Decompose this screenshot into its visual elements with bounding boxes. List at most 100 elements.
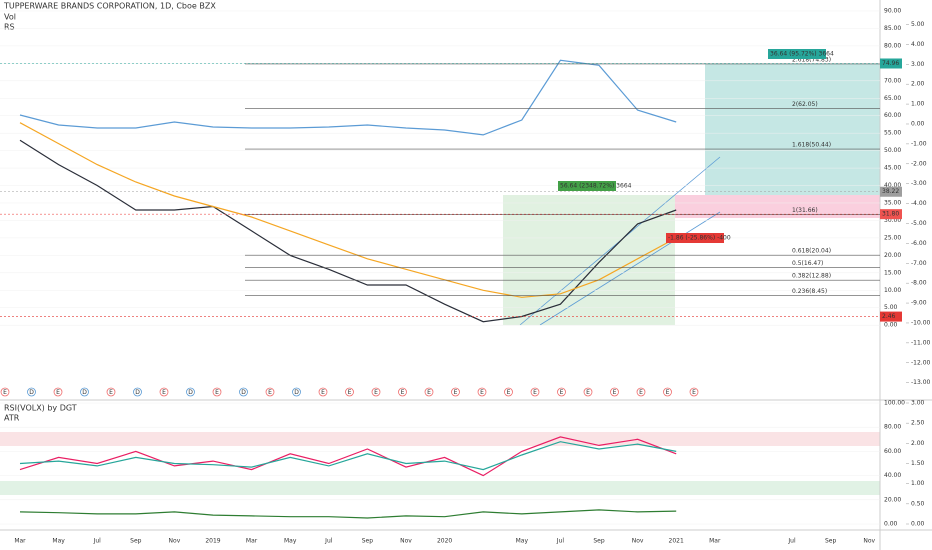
series-line bbox=[19, 441, 677, 471]
event-icon bbox=[557, 387, 566, 397]
fib-label: 0.382(12.88) bbox=[792, 273, 831, 280]
price-tag bbox=[880, 186, 902, 197]
price-tag-label: 2.46 bbox=[882, 313, 896, 320]
y2-tick-label: -11.00 bbox=[911, 339, 931, 346]
y-tick-label: 30.00 bbox=[884, 217, 901, 224]
target-box bbox=[705, 64, 880, 195]
event-icon bbox=[106, 387, 116, 397]
rsi-band bbox=[0, 481, 880, 495]
event-icon bbox=[345, 387, 354, 397]
y-tick-label: 65.00 bbox=[884, 95, 901, 102]
x-tick-label: Nov bbox=[169, 538, 181, 545]
x-tick-label: Sep bbox=[825, 538, 837, 545]
y2-tick-label: -8.00 bbox=[911, 280, 927, 287]
y2-tick-label: -5.00 bbox=[911, 220, 927, 227]
y-tick-label: 20.00 bbox=[884, 252, 901, 259]
event-label: E bbox=[666, 389, 670, 396]
indicator-label: RS bbox=[4, 23, 15, 32]
y-tick-label: 80.00 bbox=[884, 424, 901, 431]
y-tick-label: 55.00 bbox=[884, 130, 901, 137]
event-label: E bbox=[427, 389, 431, 396]
y-tick-label: 100.00 bbox=[884, 400, 905, 407]
y-tick-label: 40.00 bbox=[884, 472, 901, 479]
event-icon bbox=[186, 387, 195, 397]
x-tick-label: May bbox=[516, 538, 529, 545]
event-icon bbox=[530, 387, 540, 397]
x-tick-label: Sep bbox=[362, 538, 374, 545]
y-tick-label: 50.00 bbox=[884, 147, 901, 154]
fib-label: 1.618(50.44) bbox=[792, 142, 831, 149]
event-icon bbox=[583, 387, 593, 397]
y-tick-label: 0.00 bbox=[884, 322, 898, 329]
event-label: D bbox=[188, 389, 193, 396]
y2-tick-label: 1.50 bbox=[911, 460, 925, 467]
y-tick-label: 70.00 bbox=[884, 77, 901, 84]
y2-tick-label: -12.00 bbox=[911, 359, 931, 366]
y-tick-label: 0.00 bbox=[884, 521, 898, 528]
measure-tag bbox=[768, 49, 826, 59]
event-icon bbox=[133, 387, 142, 397]
event-label: E bbox=[3, 389, 7, 396]
series-line bbox=[19, 122, 677, 298]
event-icon bbox=[371, 387, 381, 397]
event-label: D bbox=[135, 389, 140, 396]
measure-box bbox=[503, 195, 675, 325]
event-icon bbox=[636, 387, 646, 397]
event-icon bbox=[212, 387, 222, 397]
x-tick-label: 2019 bbox=[205, 538, 220, 545]
fib-label: 0.236(8.45) bbox=[792, 288, 827, 295]
price-tag-label: 74.96 bbox=[882, 60, 899, 67]
fib-label: 1(31.66) bbox=[792, 207, 818, 214]
event-icon bbox=[663, 387, 672, 397]
y2-tick-label: 2.00 bbox=[911, 81, 925, 88]
y-tick-label: 5.00 bbox=[884, 304, 898, 311]
y-tick-label: 15.00 bbox=[884, 269, 901, 276]
event-label: E bbox=[401, 389, 405, 396]
y2-tick-label: -2.00 bbox=[911, 160, 927, 167]
measure-tag bbox=[666, 233, 724, 243]
y-tick-label: 45.00 bbox=[884, 165, 901, 172]
event-label: E bbox=[533, 389, 537, 396]
event-icon bbox=[239, 387, 248, 397]
fib-label: 2(62.05) bbox=[792, 101, 818, 108]
y2-tick-label: -7.00 bbox=[911, 260, 927, 267]
measure-label: -1.86 (-25.86%) -400 bbox=[668, 235, 731, 242]
y2-tick-label: 1.00 bbox=[911, 101, 925, 108]
channel-line bbox=[539, 211, 721, 326]
event-icon bbox=[689, 387, 699, 397]
y2-tick-label: 0.00 bbox=[911, 521, 925, 528]
y2-tick-label: 1.00 bbox=[911, 480, 925, 487]
chart-title: TUPPERWARE BRANDS CORPORATION, 1D, Cboe … bbox=[3, 2, 216, 11]
x-tick-label: Jul bbox=[787, 538, 796, 545]
x-tick-label: Jul bbox=[93, 538, 102, 545]
series-line bbox=[19, 436, 677, 477]
event-label: E bbox=[215, 389, 219, 396]
y-tick-label: 85.00 bbox=[884, 25, 901, 32]
event-icon bbox=[27, 387, 36, 397]
y2-tick-label: -3.00 bbox=[911, 180, 927, 187]
price-tag bbox=[880, 209, 902, 220]
price-tag-label: 38.22 bbox=[882, 188, 899, 195]
event-label: E bbox=[454, 389, 458, 396]
x-tick-label: Mar bbox=[246, 538, 258, 545]
y2-tick-label: 5.00 bbox=[911, 21, 925, 28]
y-tick-label: 90.00 bbox=[884, 7, 901, 14]
event-icon bbox=[318, 387, 328, 397]
y2-tick-label: 3.00 bbox=[911, 400, 925, 407]
event-icon bbox=[0, 387, 10, 397]
event-label: E bbox=[613, 389, 617, 396]
y2-tick-label: -10.00 bbox=[911, 319, 931, 326]
x-tick-label: Jul bbox=[556, 538, 565, 545]
event-label: D bbox=[241, 389, 246, 396]
y-tick-label: 25.00 bbox=[884, 234, 901, 241]
event-icon bbox=[504, 387, 513, 397]
price-tag bbox=[880, 58, 902, 69]
stop-box bbox=[675, 195, 880, 218]
event-label: E bbox=[162, 389, 166, 396]
event-label: E bbox=[56, 389, 60, 396]
y-tick-label: 80.00 bbox=[884, 42, 901, 49]
y2-tick-label: 2.00 bbox=[911, 440, 925, 447]
measure-tag bbox=[558, 181, 616, 191]
indicator-label: RSI(VOLX) by DGT bbox=[4, 404, 77, 413]
